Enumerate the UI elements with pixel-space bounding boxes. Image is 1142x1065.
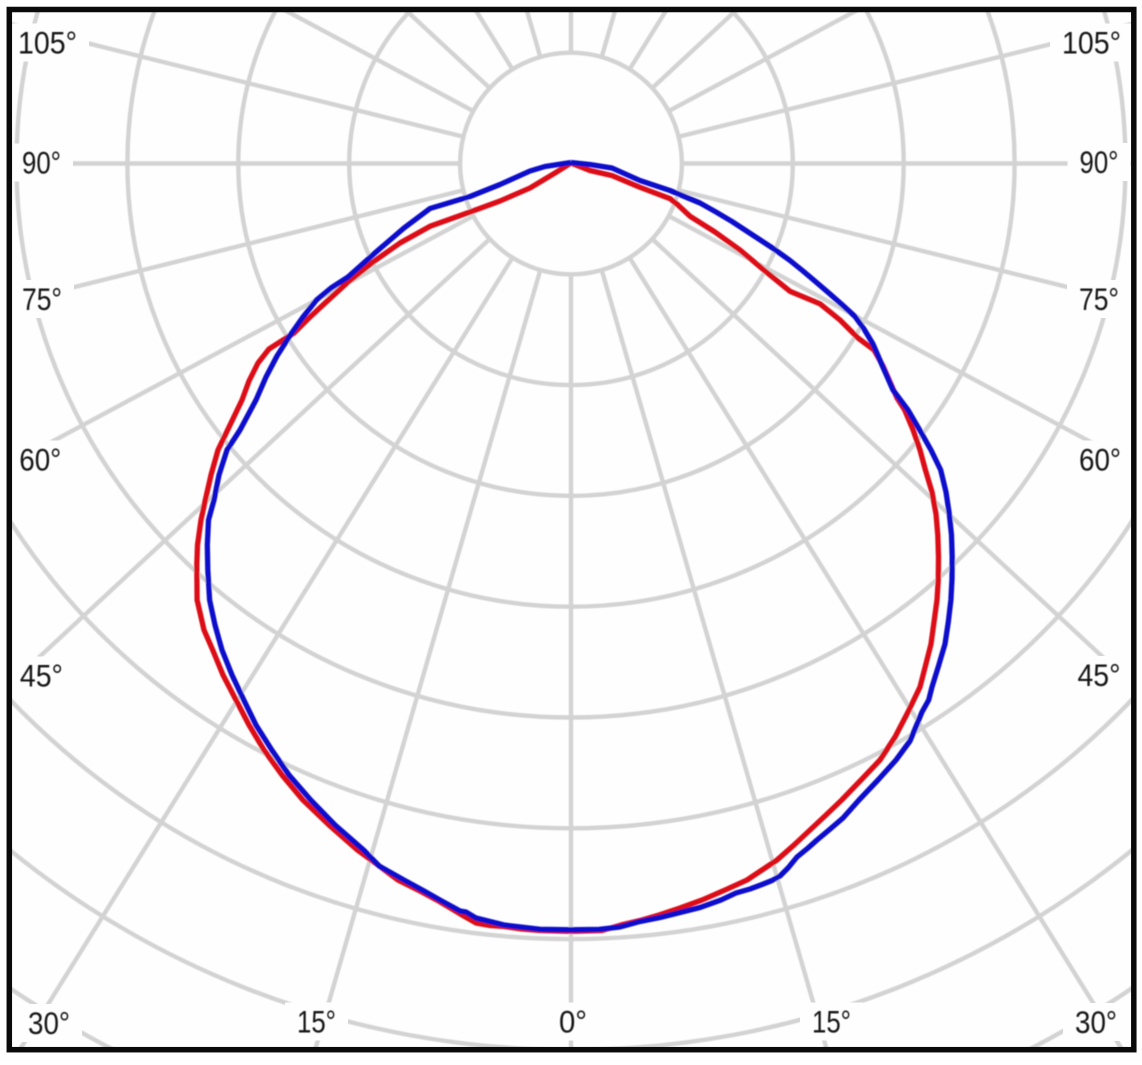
svg-text:75°: 75° xyxy=(1079,281,1119,317)
svg-text:15°: 15° xyxy=(812,1004,851,1040)
svg-text:30°: 30° xyxy=(1075,1004,1117,1040)
svg-text:0°: 0° xyxy=(559,1004,587,1040)
svg-text:105°: 105° xyxy=(18,25,77,61)
svg-text:90°: 90° xyxy=(22,145,61,181)
svg-text:30°: 30° xyxy=(28,1005,70,1041)
svg-text:75°: 75° xyxy=(22,281,62,317)
svg-text:45°: 45° xyxy=(20,658,63,694)
svg-text:90°: 90° xyxy=(1080,144,1119,180)
svg-text:60°: 60° xyxy=(1079,442,1121,478)
svg-text:60°: 60° xyxy=(19,442,61,478)
svg-text:105°: 105° xyxy=(1062,25,1121,61)
svg-text:15°: 15° xyxy=(297,1004,336,1040)
svg-text:45°: 45° xyxy=(1078,657,1121,693)
